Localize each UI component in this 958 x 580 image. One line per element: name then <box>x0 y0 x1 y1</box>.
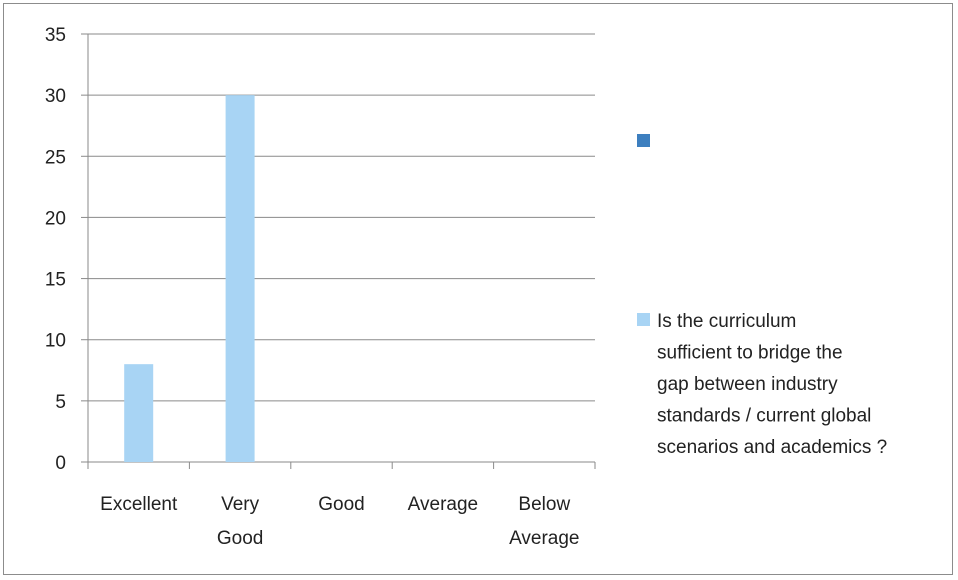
bar <box>124 364 154 462</box>
y-tick-label: 10 <box>45 331 66 352</box>
y-tick-label: 30 <box>45 86 66 107</box>
y-tick-label: 15 <box>45 270 66 291</box>
x-tick-label: Average <box>408 494 478 515</box>
axes <box>87 34 595 463</box>
y-tick-label: 0 <box>55 453 66 474</box>
legend-marker-unlabeled <box>637 134 650 147</box>
x-tick-label: Very Good <box>217 494 263 549</box>
y-axis-ticks: 0 5 10 15 20 25 30 35 <box>45 25 88 474</box>
bar <box>225 95 255 463</box>
bars <box>124 95 255 463</box>
chart-frame <box>3 3 953 575</box>
y-tick-label: 5 <box>55 392 66 413</box>
gridlines <box>88 33 595 402</box>
legend-marker <box>637 313 650 326</box>
x-tick-label: Below Average <box>509 494 579 549</box>
legend: Is the curriculum sufficient to bridge th… <box>637 134 887 458</box>
x-tick-label: Excellent <box>100 494 178 515</box>
legend-label: Is the curriculum sufficient to bridge th… <box>657 311 887 458</box>
x-axis-ticks: Excellent Very Good Good Average Below Average <box>87 462 596 549</box>
x-tick-label: Good <box>318 494 364 515</box>
y-tick-label: 35 <box>45 25 66 46</box>
y-tick-label: 20 <box>45 208 66 229</box>
y-tick-label: 25 <box>45 147 66 168</box>
